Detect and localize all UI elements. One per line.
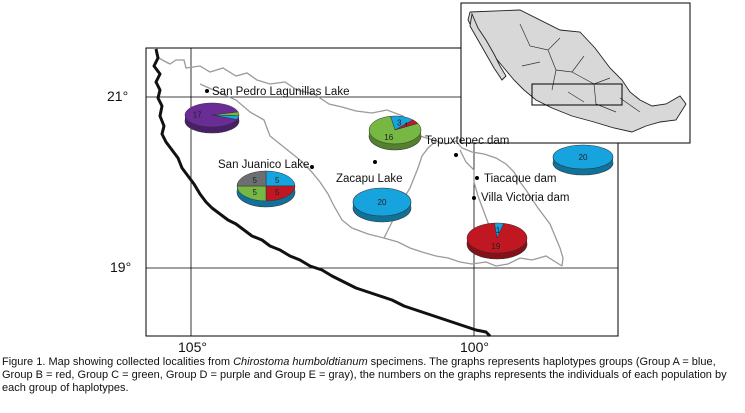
figure-caption: Figure 1. Map showing collected localiti… xyxy=(2,356,743,395)
pie-label-san_juanico-E: 5 xyxy=(252,176,257,185)
point-san-pedro xyxy=(205,89,209,93)
pie-slice-zacapu-A xyxy=(352,187,412,217)
coastline xyxy=(152,48,492,338)
pie-chart-tepuxtepec: 3 1 16 xyxy=(368,115,422,151)
pie-slice-east-A xyxy=(552,144,614,170)
baja-california xyxy=(469,12,507,81)
pie-chart-san-juanico: 5 5 5 5 xyxy=(236,170,296,208)
inset-map-mexico xyxy=(460,2,691,144)
pie-slice-san_juanico-A xyxy=(265,170,296,187)
pie-chart-villa-victoria: 1 19 xyxy=(466,222,528,260)
pie-slice-san_juanico-B xyxy=(265,185,296,202)
label-tiacaque: Tiacaque dam xyxy=(484,173,556,185)
state-boundary-south xyxy=(199,83,563,267)
lon-label-100: 100° xyxy=(460,339,489,355)
point-tepuxtepec xyxy=(454,153,458,157)
lon-label-105: 105° xyxy=(178,339,207,355)
pie-label-east-A: 20 xyxy=(579,153,588,162)
lat-label-21: 21° xyxy=(107,88,128,104)
state-boundary-north xyxy=(156,56,564,267)
caption-species: Chirostoma humboldtianum xyxy=(233,356,368,368)
label-zacapu: Zacapu Lake xyxy=(336,173,403,185)
pie-label-tepuxtepec-C: 16 xyxy=(384,133,393,142)
caption-prefix: Figure 1. Map showing collected localiti… xyxy=(2,356,234,368)
pie-label-tepuxtepec-B: 1 xyxy=(404,121,409,130)
pie-chart-zacapu: 20 xyxy=(352,187,412,223)
pie-label-tepuxtepec-A: 3 xyxy=(397,119,402,128)
pie-label-zacapu-A: 20 xyxy=(378,198,387,207)
pie-chart-east: 20 xyxy=(552,144,614,176)
pie-chart-san-pedro: 17 xyxy=(184,102,240,134)
point-villa-victoria xyxy=(472,196,476,200)
pie-label-san_pedro-D: 17 xyxy=(193,111,202,120)
label-villa-victoria: Villa Victoria dam xyxy=(481,192,569,204)
pie-slice-san_pedro-D xyxy=(184,102,239,128)
pie-label-villa_victoria-A: 1 xyxy=(496,226,501,235)
pie-slice-san_juanico-C xyxy=(236,185,267,202)
pie-label-san_juanico-C: 5 xyxy=(252,188,257,197)
caption-suffix: specimens. The graphs represents haploty… xyxy=(2,356,727,394)
pie-slice-san_juanico-E xyxy=(236,170,267,187)
point-zacapu xyxy=(373,160,377,164)
pie-slice-tepuxtepec-C xyxy=(368,115,422,145)
pie-label-san_juanico-B: 5 xyxy=(275,188,280,197)
point-san-juanico xyxy=(310,165,314,169)
label-san-juanico: San Juanico Lake xyxy=(218,159,309,171)
label-san-pedro: San Pedro Lagunillas Lake xyxy=(212,86,349,98)
map-frame xyxy=(145,47,619,337)
pie-label-villa_victoria-B: 19 xyxy=(491,242,500,251)
pie-label-san_juanico-A: 5 xyxy=(275,176,280,185)
pie-slice-villa_victoria-B xyxy=(466,222,528,254)
map-figure: 21° 19° 105° 100° San Pedro Lagunillas L… xyxy=(107,2,691,355)
label-tepuxtepec: Tepuxtepec dam xyxy=(425,135,509,147)
lat-label-19: 19° xyxy=(110,259,131,275)
inset-study-area-box xyxy=(531,83,623,106)
point-tiacaque xyxy=(475,176,479,180)
mexico-mainland xyxy=(467,9,687,133)
